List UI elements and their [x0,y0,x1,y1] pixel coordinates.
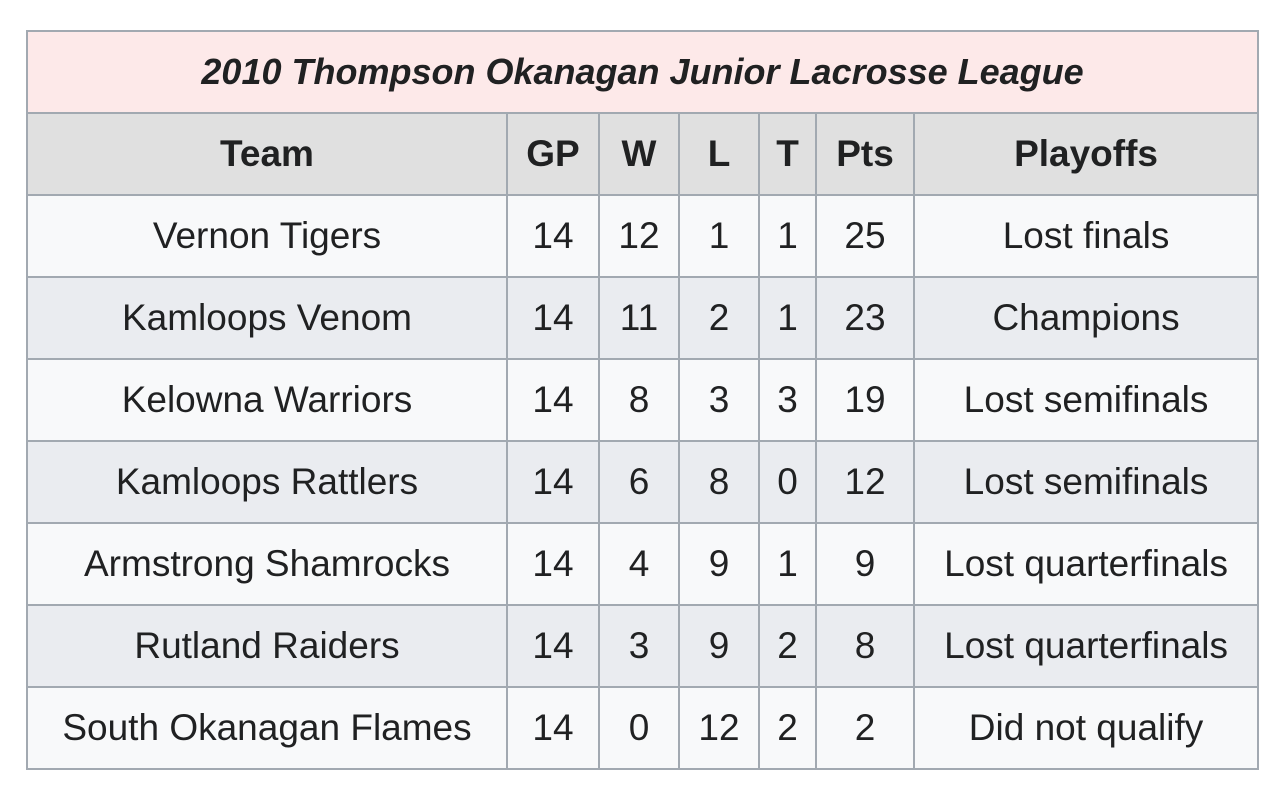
table-cell: Kamloops Venom [26,276,508,360]
table-cell: Lost semifinals [912,358,1260,442]
table-cell: 9 [678,522,760,606]
column-header: Pts [815,112,915,196]
table-row: Kamloops Rattlers 14 6 8 0 12 Lost semifinals [26,440,1260,524]
table-cell: Champions [912,276,1260,360]
table-cell: 9 [815,522,915,606]
standings-table: 2010 Thompson Okanagan Junior Lacrosse L… [25,30,1260,770]
table-cell: 14 [506,686,600,770]
table-row: South Okanagan Flames 14 0 12 2 2 Did not qual… [26,686,1260,770]
table-cell: 2 [678,276,760,360]
table-cell: 25 [815,194,915,278]
table-cell: Lost quarterfinals [912,522,1260,606]
table-cell: Lost finals [912,194,1260,278]
table-cell: Kamloops Rattlers [26,440,508,524]
table-cell: 1 [678,194,760,278]
table-row: Kelowna Warriors 14 8 3 3 19 Lost semifinals [26,358,1260,442]
table-cell: Rutland Raiders [26,604,508,688]
table-cell: 8 [678,440,760,524]
table-cell: 12 [598,194,680,278]
table-cell: 6 [598,440,680,524]
table-cell: 8 [815,604,915,688]
table-cell: 11 [598,276,680,360]
column-header: L [678,112,760,196]
table-body: 2010 Thompson Okanagan Junior Lacrosse L… [25,30,1260,770]
table-cell: Lost semifinals [912,440,1260,524]
table-cell: Kelowna Warriors [26,358,508,442]
caption-row: 2010 Thompson Okanagan Junior Lacrosse L… [25,30,1260,114]
table-cell: 3 [678,358,760,442]
table-cell: 19 [815,358,915,442]
table-cell: 3 [758,358,817,442]
column-header: GP [506,112,600,196]
table-cell: Lost quarterfinals [912,604,1260,688]
table-row: Armstrong Shamrocks 14 4 9 1 9 Lost quarterfin… [26,522,1260,606]
table-cell: Armstrong Shamrocks [26,522,508,606]
table-cell: 14 [506,358,600,442]
table-row: Rutland Raiders 14 3 9 2 8 Lost quarterfinals [26,604,1260,688]
table-cell: 2 [815,686,915,770]
table-cell: 0 [758,440,817,524]
column-header: Playoffs [912,112,1260,196]
table-cell: 2 [758,604,817,688]
table-cell: 12 [678,686,760,770]
table-cell: 2 [758,686,817,770]
table-cell: Vernon Tigers [26,194,508,278]
table-cell: 23 [815,276,915,360]
column-header: Team [26,112,508,196]
column-header: W [598,112,680,196]
table-cell: 4 [598,522,680,606]
table-cell: 14 [506,276,600,360]
table-cell: 8 [598,358,680,442]
table-cell: 0 [598,686,680,770]
table-cell: 1 [758,276,817,360]
table-cell: 3 [598,604,680,688]
table-cell: 1 [758,194,817,278]
table-cell: 14 [506,194,600,278]
column-header: T [758,112,817,196]
header-row: Team GP W L T Pts Playoffs [26,112,1260,196]
table-cell: 12 [815,440,915,524]
table-cell: 9 [678,604,760,688]
table-cell: 14 [506,440,600,524]
table-cell: 1 [758,522,817,606]
table-cell: 14 [506,522,600,606]
table-caption: 2010 Thompson Okanagan Junior Lacrosse L… [25,30,1260,114]
table-cell: Did not qualify [912,686,1260,770]
table-row: Kamloops Venom 14 11 2 1 23 Champions [26,276,1260,360]
table-cell: 14 [506,604,600,688]
table-row: Vernon Tigers 14 12 1 1 25 Lost finals [26,194,1260,278]
table-cell: South Okanagan Flames [26,686,508,770]
